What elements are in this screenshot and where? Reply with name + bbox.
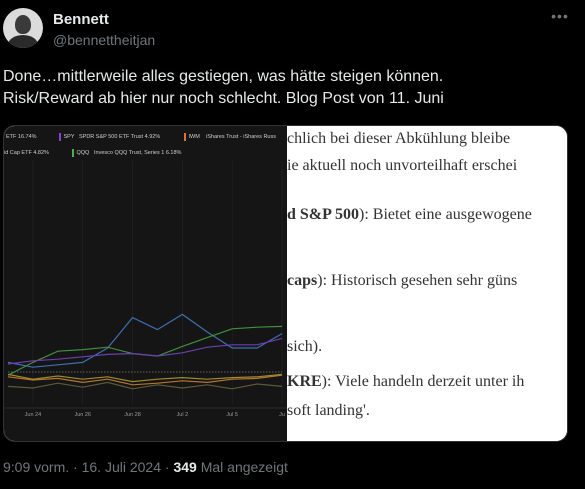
tweet-text: Done…mittlerweile alles gestiegen, was h… (3, 66, 573, 110)
legend-color-swatch (59, 132, 61, 141)
blog-line: sich). (287, 338, 322, 356)
legend-item: ETF 16.74% (6, 131, 37, 143)
tweet-time[interactable]: 9:09 vorm. (3, 459, 70, 475)
more-icon[interactable]: ••• (551, 8, 569, 24)
legend-label: ETF 16.74% (6, 134, 37, 140)
avatar-head (15, 15, 31, 34)
line-chart: Jun 24 Jun 26 Jun 28 Jul 2 Jul 5 Ju (4, 161, 287, 418)
view-count: 349 (173, 459, 197, 475)
blog-line: ie aktuell noch unvorteilhaft erschei (287, 157, 517, 175)
series-line (7, 313, 283, 368)
legend-item: id Cap ETF 4.82% (4, 147, 49, 159)
blog-text: ): Historisch gesehen sehr güns (317, 272, 518, 289)
legend-label: SPDR S&P 500 ETF Trust 4.92% (79, 134, 161, 140)
legend-item: SPDR S&P 500 ETF Trust 4.92% (79, 131, 160, 143)
author-name[interactable]: Bennett (53, 11, 109, 28)
view-count-label: Mal angezeigt (200, 459, 288, 475)
blog-text: ): Bietet eine ausgewogene (359, 206, 532, 223)
x-tick-label: Jul 2 (177, 412, 189, 418)
blog-text: soft landing'. (287, 402, 370, 419)
series-line (7, 381, 283, 390)
legend-color-swatch (72, 148, 74, 157)
tweet-line-1: Done…mittlerweile alles gestiegen, was h… (3, 68, 444, 85)
tweet-date[interactable]: 16. Juli 2024 (81, 459, 161, 475)
chart-panel: ETF 16.74% SPY SPDR S&P 500 ETF Trust 4.92… (4, 126, 287, 441)
x-tick-label: Jun 28 (124, 412, 141, 418)
x-tick-label: Jun 24 (25, 412, 42, 418)
avatar[interactable] (3, 8, 43, 48)
x-tick-label: Ju (279, 412, 285, 418)
meta-separator: · (164, 459, 170, 475)
legend-label: SPY (63, 134, 75, 140)
tweet-media[interactable]: ETF 16.74% SPY SPDR S&P 500 ETF Trust 4.92… (3, 125, 568, 442)
meta-separator: · (73, 459, 78, 475)
legend-label: iShares Trust - iShares Russ (206, 134, 276, 140)
blog-text: ie aktuell noch unvorteilhaft erschei (287, 157, 518, 174)
legend-label: Invesco QQQ Trust, Series 1 6.18% (94, 150, 182, 156)
legend-label: QQQ (76, 150, 90, 156)
legend-item: Invesco QQQ Trust, Series 1 6.18% (94, 147, 181, 159)
x-tick-label: Jun 26 (74, 412, 91, 418)
tweet-meta: 9:09 vorm. · 16. Juli 2024 · 349 Mal ang… (3, 459, 288, 475)
blog-line: soft landing'. (287, 402, 370, 420)
blog-line: d S&P 500): Bietet eine ausgewogene (287, 206, 532, 224)
series-line (7, 337, 283, 365)
author-handle[interactable]: @bennettheitjan (53, 32, 156, 48)
legend-item: QQQ (72, 147, 89, 159)
legend-item: iShares Trust - iShares Russ (206, 131, 276, 143)
legend-label: id Cap ETF 4.82% (4, 150, 49, 156)
blog-text: chlich bei dieser Abkühlung bleibe (287, 130, 511, 147)
avatar-shoulders (8, 35, 38, 48)
legend-color-swatch (184, 132, 186, 141)
legend-item: IWM (184, 131, 200, 143)
blog-text: ): Viele handeln derzeit unter ih (321, 373, 525, 390)
tweet-line-2: Risk/Reward ab hier nur noch schlecht. B… (3, 90, 444, 107)
blog-excerpt: chlich bei dieser Abkühlung bleibe ie akt… (287, 126, 567, 441)
legend-label: IWM (188, 134, 200, 140)
x-tick-label: Jul 5 (226, 412, 238, 418)
blog-bold-text: KRE (287, 373, 322, 390)
blog-line: caps): Historisch gesehen sehr güns (287, 272, 517, 290)
series-line (7, 374, 283, 386)
blog-bold-text: d S&P 500 (287, 206, 360, 223)
blog-text: sich). (287, 338, 323, 355)
series-line (7, 373, 283, 383)
legend-item: SPY (59, 131, 75, 143)
blog-bold-text: caps (287, 272, 318, 289)
blog-line: KRE): Viele handeln derzeit unter ih (287, 373, 524, 391)
series-line (7, 325, 283, 376)
blog-line: chlich bei dieser Abkühlung bleibe (287, 130, 510, 148)
